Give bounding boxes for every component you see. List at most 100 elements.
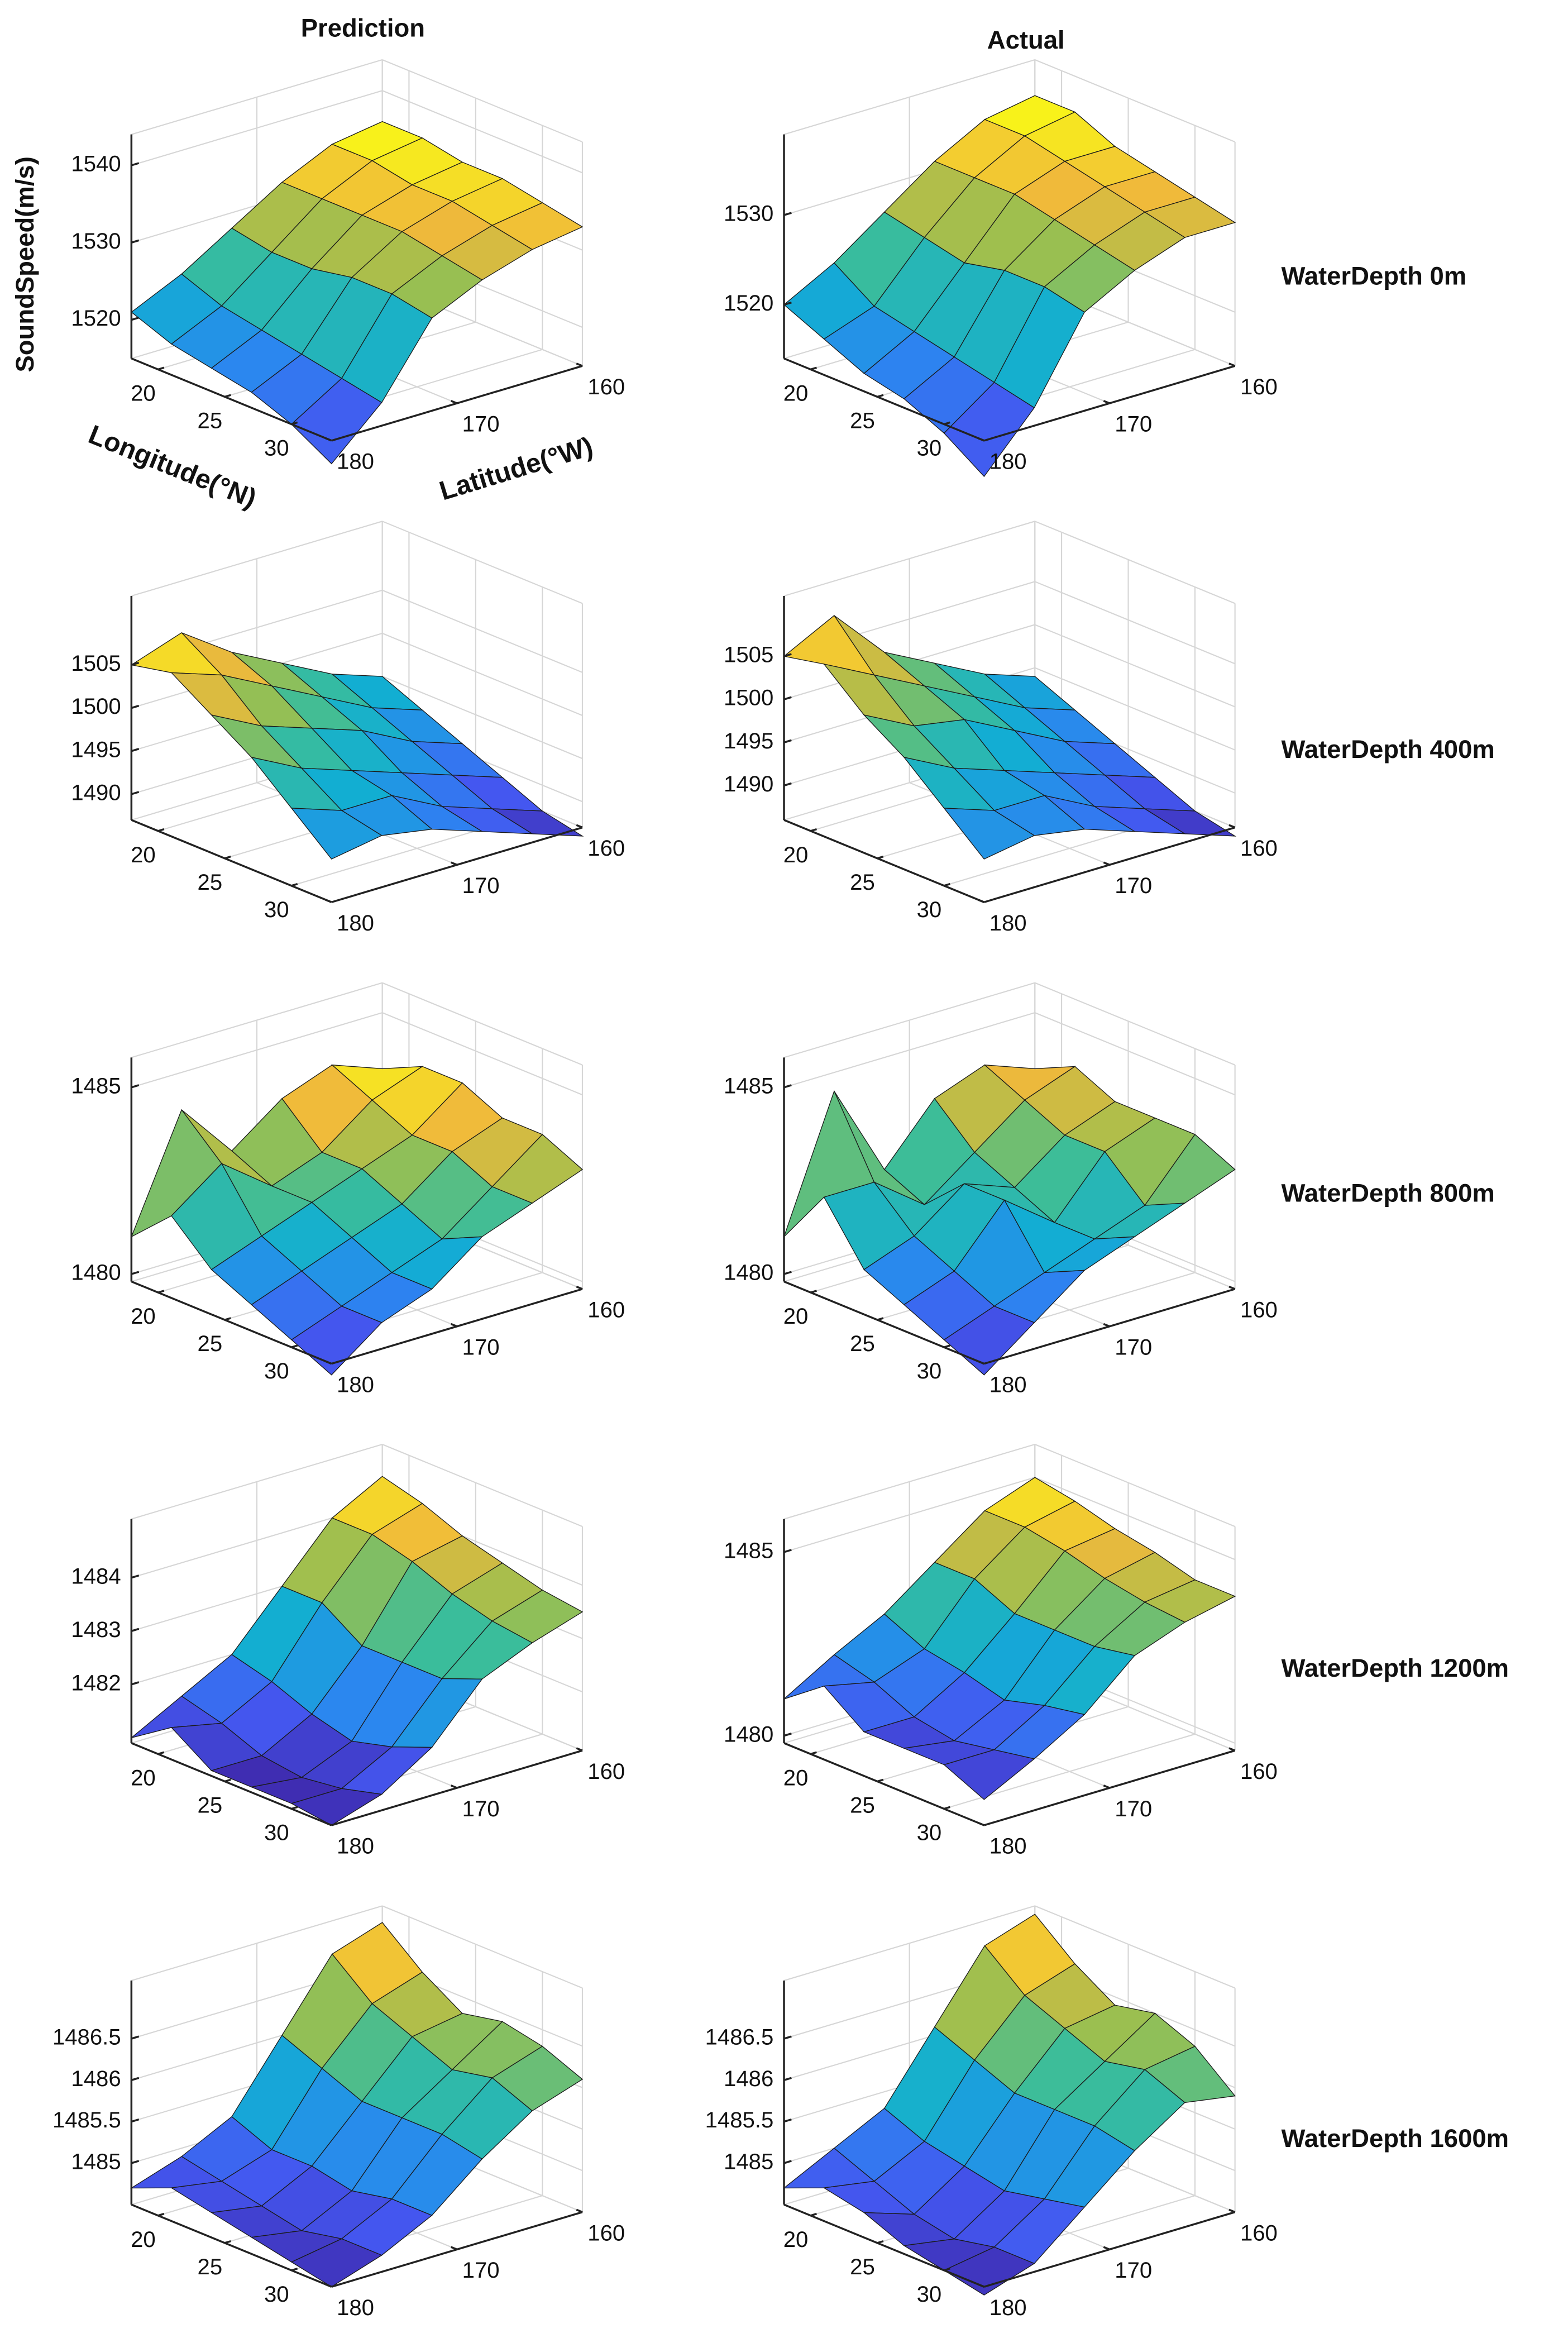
x-axis [783, 819, 985, 903]
y-tick [576, 1747, 583, 1752]
z-axis-label: SoundSpeed(m/s) [11, 156, 39, 372]
z-tick [783, 212, 792, 216]
z-tick [783, 696, 792, 700]
x-axis [131, 357, 332, 442]
y-tick [978, 899, 984, 903]
z-tick-label: 1500 [71, 694, 121, 719]
x-tick-label: 30 [264, 2282, 289, 2307]
y-tick-label: 160 [587, 375, 625, 399]
z-tick-label: 1485 [71, 1073, 121, 1098]
x-axis [783, 2203, 985, 2288]
y-tick-label: 170 [1115, 2258, 1152, 2283]
y-tick [325, 1360, 332, 1365]
z-tick-label: 1520 [71, 306, 121, 331]
z-tick-label: 1505 [71, 651, 121, 676]
surface-patch [943, 381, 1035, 478]
x-tick [157, 1751, 165, 1755]
grid-line [382, 632, 583, 716]
y-tick-label: 160 [1240, 1759, 1278, 1784]
z-tick [783, 653, 792, 657]
z-tick [131, 791, 140, 795]
grid-line [382, 676, 583, 760]
x-tick [291, 882, 298, 887]
y-tick-label: 180 [989, 2296, 1027, 2320]
y-tick-label: 170 [462, 2258, 500, 2283]
x-tick-label: 30 [264, 1359, 289, 1383]
x-tick-label: 30 [917, 1821, 942, 1845]
grid-line [1034, 624, 1236, 708]
surface-patch [943, 1749, 1035, 1800]
box-edge [382, 982, 583, 1066]
y-tick [576, 824, 583, 829]
z-tick [783, 1271, 792, 1275]
y-tick [1103, 861, 1110, 866]
x-tick [291, 1806, 298, 1810]
y-tick [978, 1822, 984, 1826]
x-tick [810, 366, 817, 371]
y-tick-label: 180 [337, 1372, 374, 1397]
y-tick [576, 2208, 583, 2213]
z-tick-label: 1490 [724, 772, 773, 796]
x-tick-label: 25 [850, 870, 875, 895]
x-axis [783, 1742, 985, 1826]
y-tick-label: 170 [462, 1335, 500, 1359]
x-tick [944, 882, 950, 887]
x-tick-label: 20 [783, 1766, 809, 1791]
z-tick-label: 1484 [71, 1564, 121, 1588]
y-tick-label: 180 [337, 2296, 374, 2320]
row-label: WaterDepth 1200m [1282, 1654, 1509, 1682]
y-tick-label: 180 [989, 911, 1027, 936]
z-tick [131, 1628, 140, 1632]
z-tick [131, 1574, 140, 1579]
y-tick-label: 170 [1115, 412, 1152, 437]
surface-plot: 1520 1530 20 25 30 160 170 180 [724, 59, 1278, 478]
column-title: Prediction [301, 14, 425, 42]
y-tick [978, 2283, 984, 2288]
surface-patch [290, 2238, 383, 2288]
z-tick [783, 2035, 792, 2040]
y-tick [325, 437, 332, 442]
grid-line [1034, 1477, 1236, 1561]
y-tick-label: 170 [1115, 1797, 1152, 1821]
z-tick-label: 1485 [71, 2149, 121, 2174]
z-tick-label: 1495 [724, 729, 773, 753]
x-tick [224, 394, 231, 398]
x-axis [131, 819, 332, 903]
z-tick [131, 1681, 140, 1686]
z-tick [131, 2118, 140, 2123]
x-tick-label: 30 [917, 1359, 942, 1383]
surface-plot: 1485 1485.5 1486 1486.5 20 25 30 160 170 180 [705, 1905, 1278, 2320]
z-tick [131, 1271, 140, 1275]
x-tick-label: 30 [917, 898, 942, 922]
y-tick-label: 160 [587, 2221, 625, 2245]
x-tick-label: 20 [131, 843, 156, 867]
x-axis [131, 1742, 332, 1826]
z-tick-label: 1540 [71, 152, 121, 176]
x-tick [810, 828, 817, 832]
y-tick [1228, 362, 1236, 367]
y-tick [450, 1784, 457, 1789]
row-label: WaterDepth 0m [1282, 261, 1467, 290]
y-tick-label: 160 [1240, 1298, 1278, 1323]
z-tick-label: 1495 [71, 737, 121, 762]
z-tick [783, 782, 792, 787]
x-tick [877, 1317, 884, 1321]
z-tick [783, 739, 792, 743]
y-tick [450, 861, 457, 866]
y-tick [978, 1360, 984, 1365]
y-tick [1103, 1323, 1110, 1328]
y-tick [576, 362, 583, 367]
z-tick [783, 2077, 792, 2082]
z-tick-label: 1486.5 [705, 2025, 774, 2050]
y-tick [1228, 824, 1236, 829]
x-tick-label: 25 [198, 409, 223, 433]
x-axis [131, 2203, 332, 2288]
z-tick-label: 1485 [724, 1073, 773, 1098]
y-tick [1228, 1285, 1236, 1290]
z-tick [131, 162, 140, 166]
surface-patch [943, 808, 1035, 860]
y-tick-label: 180 [337, 450, 374, 474]
y-tick-label: 180 [989, 450, 1027, 474]
x-tick-label: 20 [131, 381, 156, 405]
